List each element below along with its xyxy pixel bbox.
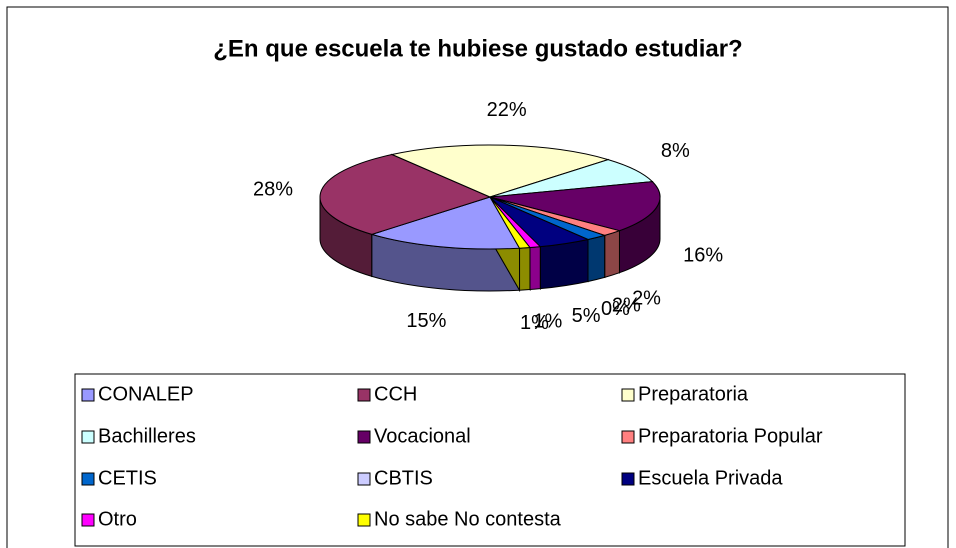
legend-swatch [621,430,635,444]
legend-box [74,373,906,547]
legend-swatch [621,388,635,402]
slice-side [519,247,531,291]
slice [489,181,661,232]
slice [370,196,521,250]
slice [390,144,610,198]
legend-swatch [81,513,95,527]
legend-label: Otro [98,508,137,530]
legend-label: No sabe No contesta [374,508,562,530]
slice [319,153,492,235]
legend-label: Preparatoria [638,383,749,405]
legend-swatch [357,388,371,402]
slice-side [604,229,620,279]
slice [489,196,531,249]
legend-swatch [81,388,95,402]
legend-label: CONALEP [98,383,194,405]
chart-title: ¿En que escuela te hubiese gustado estud… [213,35,742,62]
data-label: 5% [572,305,601,327]
legend-swatch [621,472,635,486]
legend-swatch [81,430,95,444]
legend-label: CETIS [98,467,157,489]
slice-side [587,234,606,283]
slice-side [539,238,589,290]
data-label: 1% [533,311,562,333]
data-label: 0% [601,298,630,320]
legend-label: Escuela Privada [638,467,783,489]
data-label: 22% [487,99,527,121]
legend-label: Bachilleres [98,425,196,447]
data-label: 8% [661,140,690,162]
slice-side [529,246,541,291]
data-label: 16% [683,245,723,267]
legend-label: CCH [374,383,417,405]
data-label: 1% [520,312,549,334]
legend-swatch [357,472,371,486]
data-label: 15% [406,310,446,332]
legend-label: Preparatoria Popular [638,425,823,447]
legend-swatch [357,430,371,444]
data-label: 2% [612,295,641,317]
legend-label: CBTIS [374,467,433,489]
legend-label: Vocacional [374,425,471,447]
data-label: 2% [632,287,661,309]
legend-swatch [81,472,95,486]
data-label: 28% [253,179,293,201]
legend-swatch [357,513,371,527]
